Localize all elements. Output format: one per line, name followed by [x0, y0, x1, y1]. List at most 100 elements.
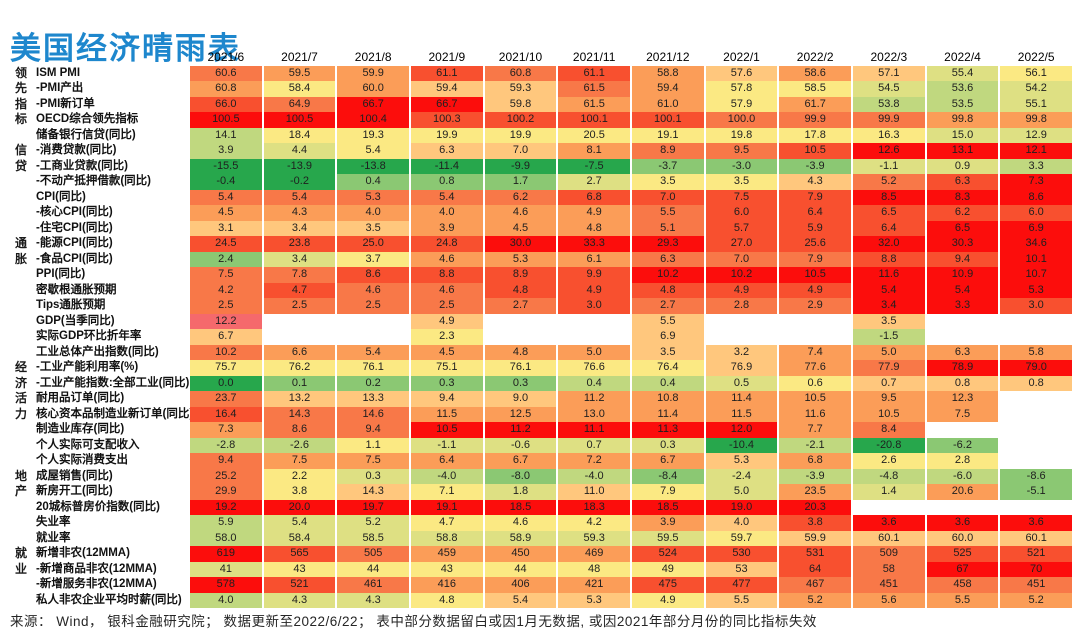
heatmap-cell: 100.5 — [190, 112, 262, 128]
heatmap-cell: 3.5 — [852, 313, 925, 329]
heatmap-cell: 5.1 — [631, 220, 704, 236]
heatmap-cell: 0.2 — [337, 375, 409, 391]
heatmap-cell: 99.8 — [926, 112, 999, 128]
heatmap-cell: 8.1 — [558, 143, 630, 159]
heatmap-cell: 6.3 — [926, 344, 999, 360]
category-label: 通 — [14, 236, 27, 250]
heatmap-cell: 10.9 — [926, 267, 999, 283]
heatmap-cell: 29.3 — [631, 236, 704, 252]
heatmap-cell: 2.8 — [926, 453, 999, 469]
heatmap-cell: 3.3 — [1000, 158, 1072, 174]
category-label — [8, 128, 34, 144]
column-header: 2022/4 — [944, 50, 981, 64]
heatmap-cell: -0.2 — [263, 174, 336, 190]
category-label — [8, 190, 34, 206]
heatmap-cell: -3.9 — [779, 468, 851, 484]
heatmap-cell: -6.2 — [926, 437, 999, 453]
category-label — [8, 205, 34, 221]
heatmap-cell: 77.9 — [852, 360, 925, 376]
heatmap-cell: 13.2 — [263, 391, 336, 407]
row-label: 新房开工(同比) — [36, 485, 113, 497]
heatmap-cell: 2.4 — [190, 251, 262, 267]
heatmap-cell: 7.5 — [190, 267, 262, 283]
heatmap-cell: 2.2 — [263, 468, 336, 484]
heatmap-cell: 19.1 — [410, 499, 483, 515]
heatmap-cell: 8.6 — [1000, 189, 1072, 205]
heatmap-cell: 8.5 — [852, 189, 925, 205]
heatmap-cell: -5.1 — [1000, 484, 1072, 500]
category-label — [8, 298, 34, 314]
row-label: 个人实际可支配收入 — [36, 438, 140, 451]
heatmap-cell: 7.3 — [1000, 174, 1072, 190]
heatmap-cell — [1000, 453, 1072, 469]
heatmap-cell: 1.7 — [484, 174, 557, 190]
heatmap-cell: 76.6 — [558, 360, 630, 376]
heatmap-cell: 11.5 — [410, 406, 483, 422]
heatmap-cell: 78.9 — [926, 360, 999, 376]
heatmap-cell: 12.0 — [705, 422, 778, 438]
heatmap-cell: 5.4 — [337, 143, 409, 159]
heatmap-cell: 525 — [926, 546, 999, 562]
heatmap-cell: 11.3 — [631, 422, 704, 438]
heatmap-cell: 7.9 — [779, 251, 851, 267]
heatmap-cell: 67 — [926, 561, 999, 577]
heatmap-cell: 5.6 — [852, 592, 925, 608]
heatmap-cell: 4.0 — [190, 592, 262, 608]
heatmap-cell: 6.9 — [631, 329, 704, 345]
heatmap-cell: 55.1 — [1000, 96, 1072, 112]
heatmap-cell: 57.6 — [705, 65, 778, 81]
heatmap-cell: 18.4 — [263, 127, 336, 143]
heatmap-cell: 58.5 — [779, 81, 851, 97]
heatmap-cell: 19.2 — [190, 499, 262, 515]
heatmap-cell: 5.3 — [484, 251, 557, 267]
category-label: 先 — [14, 81, 27, 95]
heatmap-cell: 16.3 — [852, 127, 925, 143]
heatmap-cell: 4.7 — [263, 282, 336, 298]
heatmap-cell — [852, 499, 925, 515]
heatmap-cell: 0.3 — [410, 375, 483, 391]
heatmap-cell: 6.5 — [852, 205, 925, 221]
heatmap-cell: 6.9 — [1000, 220, 1072, 236]
row-label: 制造业库存(同比) — [36, 423, 125, 435]
heatmap-cell: 5.2 — [1000, 592, 1072, 608]
heatmap-cell: 3.0 — [558, 298, 630, 314]
heatmap-cell: 5.5 — [926, 592, 999, 608]
category-label: 经 — [14, 360, 27, 374]
heatmap-cell: 61.5 — [558, 96, 630, 112]
heatmap-cell: 76.1 — [484, 360, 557, 376]
heatmap-cell: 4.6 — [410, 282, 483, 298]
heatmap-cell: 58.6 — [779, 65, 851, 81]
heatmap-cell: 10.2 — [190, 344, 262, 360]
row-label: OECD综合领先指标 — [36, 113, 139, 125]
heatmap-cell — [779, 329, 851, 345]
heatmap-cell: 0.3 — [631, 437, 704, 453]
heatmap-cell: 0.0 — [190, 375, 262, 391]
row-label: -新增服务非农(12MMA) — [36, 578, 157, 590]
heatmap-cell: 7.0 — [631, 189, 704, 205]
heatmap-cell: 5.4 — [263, 515, 336, 531]
heatmap-cell: 54.2 — [1000, 81, 1072, 97]
heatmap-cell: 61.0 — [631, 96, 704, 112]
category-label — [8, 422, 34, 438]
heatmap-cell: -13.9 — [263, 158, 336, 174]
heatmap-cell: 5.3 — [558, 592, 630, 608]
heatmap-cell: -7.5 — [558, 158, 630, 174]
column-header: 2021/8 — [354, 50, 392, 64]
category-label — [8, 500, 34, 516]
heatmap-cell: 61.1 — [410, 65, 483, 81]
heatmap-cell: 477 — [705, 577, 778, 593]
heatmap-cell: 76.1 — [337, 360, 409, 376]
row-label: -工业产能指数:全部工业(同比) — [36, 376, 190, 389]
heatmap-cell: 3.5 — [705, 174, 778, 190]
heatmap-cell: 57.1 — [852, 65, 925, 81]
heatmap-cell: 76.2 — [263, 360, 336, 376]
row-label: -食品CPI(同比) — [36, 252, 113, 265]
heatmap-cell — [337, 313, 409, 329]
heatmap-cell: 4.0 — [705, 515, 778, 531]
heatmap-cell — [926, 422, 999, 438]
heatmap-cell: 11.2 — [558, 391, 630, 407]
heatmap-cell: 5.4 — [484, 592, 557, 608]
heatmap-cell: 6.3 — [631, 251, 704, 267]
heatmap-cell: 75.7 — [190, 360, 262, 376]
heatmap-cell: 4.0 — [337, 205, 409, 221]
